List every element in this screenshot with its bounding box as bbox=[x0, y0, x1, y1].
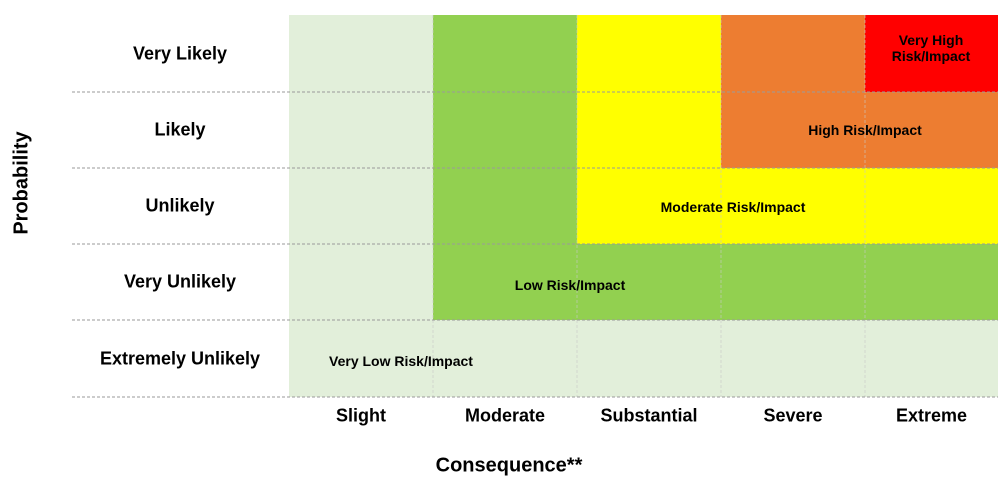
cell bbox=[289, 92, 433, 168]
column-label: Slight bbox=[336, 405, 386, 426]
cell bbox=[577, 244, 721, 320]
row-label: Unlikely bbox=[145, 195, 215, 216]
cell bbox=[289, 320, 433, 397]
row-label: Very Unlikely bbox=[123, 271, 237, 292]
zone-label: Very Low Risk/Impact bbox=[329, 353, 473, 369]
cell bbox=[577, 15, 721, 92]
zone-label: Moderate Risk/Impact bbox=[660, 199, 806, 215]
zone-label: Low Risk/Impact bbox=[514, 277, 626, 293]
cell bbox=[433, 168, 577, 244]
cell bbox=[289, 15, 433, 92]
cell bbox=[865, 168, 998, 244]
column-label: Substantial bbox=[600, 405, 698, 426]
zone-label: Very High Risk/Impact bbox=[891, 32, 971, 64]
row-label: Very Likely bbox=[132, 43, 228, 63]
row-label: Likely bbox=[154, 119, 206, 140]
cell bbox=[865, 320, 998, 397]
cell bbox=[433, 320, 577, 397]
cell bbox=[721, 320, 865, 397]
cell bbox=[865, 15, 998, 92]
column-label: Moderate bbox=[464, 405, 546, 426]
cell bbox=[865, 92, 998, 168]
column-label: Extreme bbox=[895, 405, 968, 426]
cell bbox=[721, 92, 865, 168]
x-axis-title: Consequence** bbox=[435, 454, 583, 477]
cell bbox=[433, 92, 577, 168]
cell bbox=[289, 244, 433, 320]
cell bbox=[577, 92, 721, 168]
cell bbox=[721, 15, 865, 92]
cell bbox=[721, 244, 865, 320]
cell bbox=[433, 15, 577, 92]
cell bbox=[289, 168, 433, 244]
cell bbox=[577, 168, 721, 244]
cell bbox=[577, 320, 721, 397]
y-axis-title: Probability bbox=[10, 131, 33, 235]
cell bbox=[721, 168, 865, 244]
zone-label: High Risk/Impact bbox=[808, 122, 922, 138]
row-label: Extremely Unlikely bbox=[99, 348, 261, 368]
cell bbox=[865, 244, 998, 320]
cell bbox=[433, 244, 577, 320]
column-label: Severe bbox=[763, 405, 823, 426]
